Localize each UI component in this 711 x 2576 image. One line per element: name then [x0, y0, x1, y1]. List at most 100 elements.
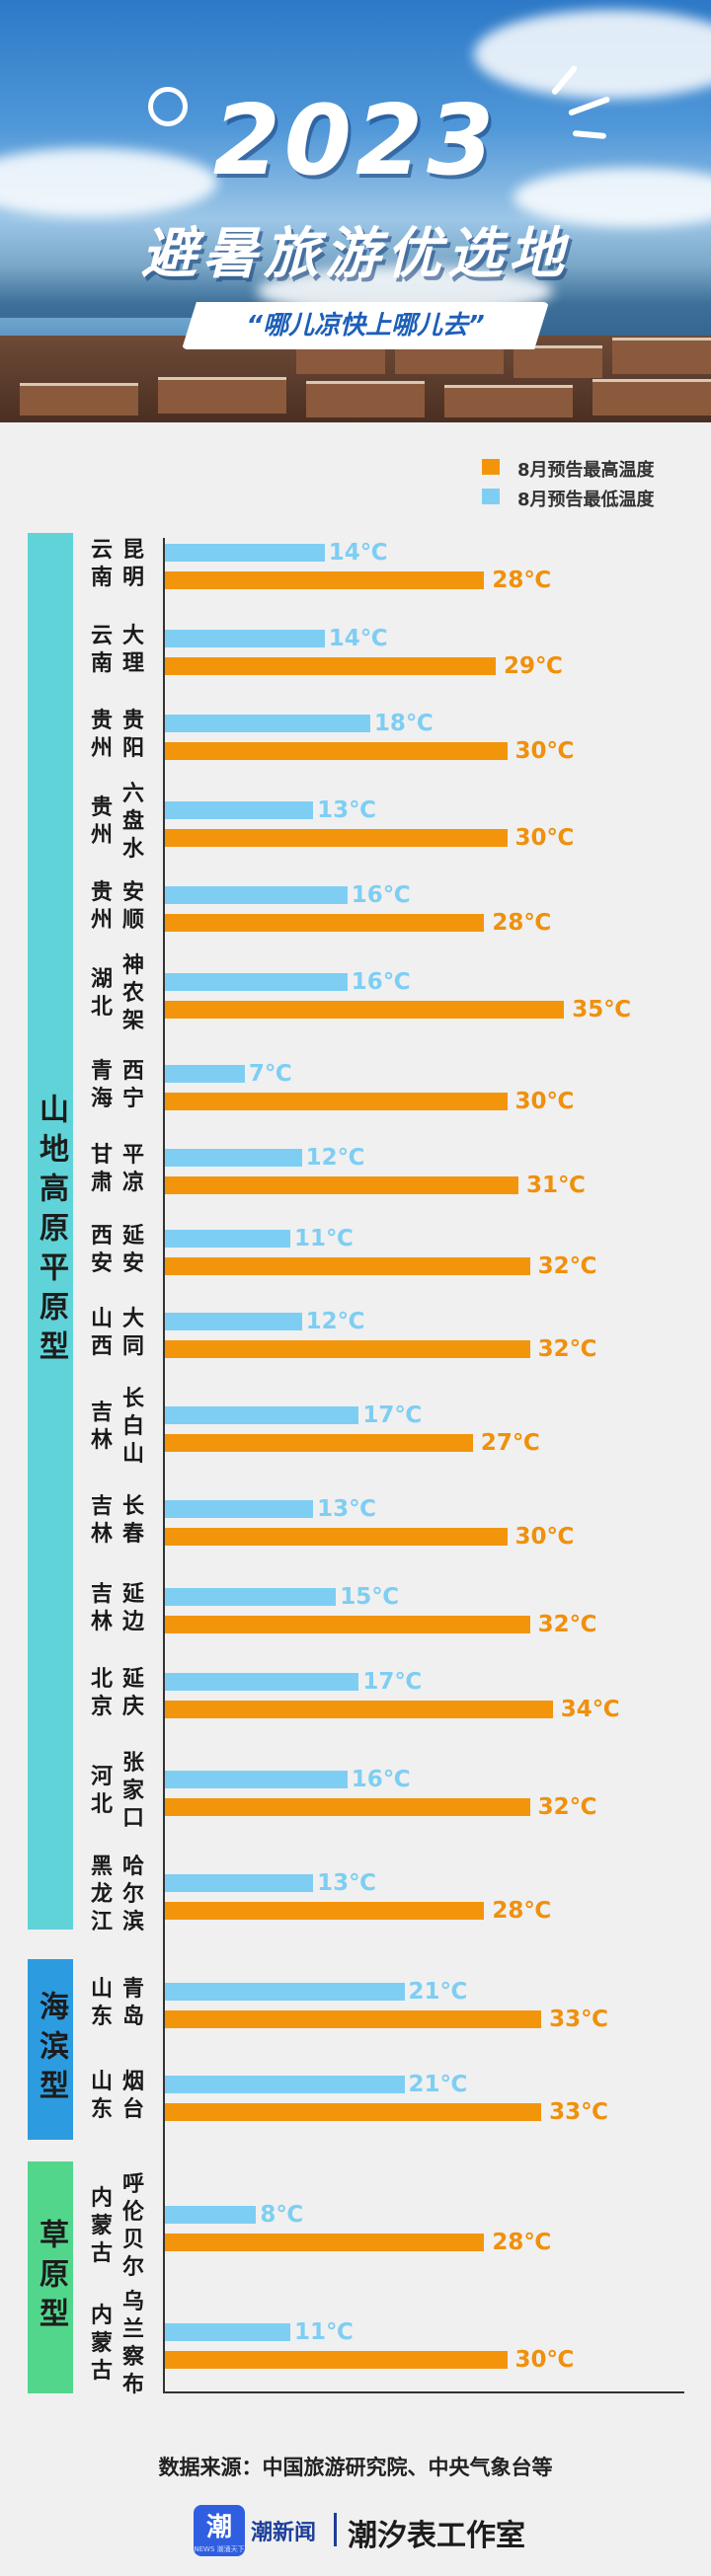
value-high-temp: 29℃: [503, 653, 563, 679]
value-low-temp: 12℃: [305, 1145, 365, 1171]
bar-high-temp: [165, 829, 508, 847]
value-low-temp: 14℃: [328, 540, 388, 566]
province-label: 山东: [90, 1977, 113, 2029]
province-label: 贵州: [90, 880, 113, 933]
value-high-temp: 33℃: [549, 2099, 608, 2125]
bar-high-temp: [165, 914, 485, 932]
bar-low-temp: [165, 1771, 348, 1788]
bar-high-temp: [165, 1434, 473, 1452]
bar-low-temp: [165, 1406, 359, 1424]
city-label: 延边: [121, 1582, 144, 1634]
province-label: 河北: [90, 1765, 113, 1817]
town-rooftops: [0, 336, 711, 422]
value-high-temp: 31℃: [526, 1173, 586, 1198]
province-label: 黑龙江: [90, 1855, 113, 1934]
bar-high-temp: [165, 2103, 542, 2121]
province-label: 北京: [90, 1667, 113, 1719]
value-high-temp: 32℃: [537, 1612, 597, 1637]
header-banner: 2023 避暑旅游优选地 “哪儿凉快上哪儿去”: [0, 0, 711, 422]
province-label: 甘肃: [90, 1143, 113, 1195]
bar-low-temp: [165, 544, 325, 562]
banner-headline: 避暑旅游优选地: [141, 222, 570, 286]
province-label: 吉林: [90, 1494, 113, 1547]
value-high-temp: 30℃: [514, 825, 575, 851]
bar-low-temp: [165, 1874, 314, 1892]
value-low-temp: 11℃: [294, 2319, 354, 2345]
cloud-shape: [0, 148, 217, 217]
province-label: 西安: [90, 1224, 113, 1276]
bar-high-temp: [165, 1257, 530, 1275]
category-name: 草原型: [34, 2218, 68, 2337]
bar-low-temp: [165, 1065, 245, 1083]
bar-high-temp: [165, 742, 508, 760]
city-label: 大理: [121, 624, 144, 676]
bar-low-temp: [165, 1500, 314, 1518]
bar-high-temp: [165, 1176, 519, 1194]
circle-decoration-icon: [148, 87, 188, 126]
city-label: 贵阳: [121, 709, 144, 761]
legend-label-low: 8月预告最低温度: [517, 490, 655, 510]
bar-high-temp: [165, 2234, 485, 2251]
legend-swatch-high: [482, 459, 500, 475]
value-high-temp: 28℃: [492, 568, 552, 593]
province-label: 青海: [90, 1059, 113, 1111]
value-high-temp: 30℃: [514, 2347, 575, 2373]
city-label: 昆明: [121, 538, 144, 590]
bar-high-temp: [165, 1340, 530, 1358]
legend-label-high: 8月预告最高温度: [517, 460, 655, 481]
chaoxinwen-logo-icon: 潮: [194, 2505, 245, 2556]
province-label: 吉林: [90, 1582, 113, 1634]
value-low-temp: 12℃: [305, 1309, 365, 1334]
value-high-temp: 28℃: [492, 1898, 552, 1924]
city-label: 长白山: [121, 1387, 144, 1467]
bar-low-temp: [165, 630, 325, 647]
brand-divider: [334, 2513, 337, 2546]
value-high-temp: 32℃: [537, 1794, 597, 1820]
city-label: 大同: [121, 1307, 144, 1359]
cloud-shape: [514, 168, 711, 227]
value-low-temp: 15℃: [340, 1584, 400, 1610]
category-label-2: 海滨型: [28, 1959, 73, 2140]
value-low-temp: 7℃: [248, 1061, 292, 1087]
cloud-shape: [474, 10, 711, 99]
chart-baseline: [163, 2391, 684, 2393]
category-name: 海滨型: [34, 1990, 68, 2109]
province-label: 内蒙古: [90, 2304, 113, 2384]
bar-low-temp: [165, 715, 370, 732]
province-label: 贵州: [90, 796, 113, 848]
value-high-temp: 32℃: [537, 1253, 597, 1279]
bar-high-temp: [165, 2351, 508, 2369]
value-low-temp: 13℃: [317, 797, 376, 823]
province-label: 吉林: [90, 1401, 113, 1453]
value-low-temp: 13℃: [317, 1496, 376, 1522]
value-high-temp: 32℃: [537, 1336, 597, 1362]
province-label: 山东: [90, 2070, 113, 2122]
value-high-temp: 30℃: [514, 1089, 575, 1114]
city-label: 长春: [121, 1494, 144, 1547]
bar-low-temp: [165, 1313, 302, 1330]
category-name: 山地高原平原型: [34, 1093, 68, 1370]
bar-low-temp: [165, 1588, 337, 1606]
bar-low-temp: [165, 2323, 291, 2341]
value-low-temp: 16℃: [351, 882, 411, 908]
city-label: 六盘水: [121, 782, 144, 862]
bar-high-temp: [165, 1001, 565, 1019]
data-source-note: 数据来源：中国旅游研究院、中央气象台等: [158, 2456, 553, 2479]
value-high-temp: 28℃: [492, 910, 552, 936]
province-label: 内蒙古: [90, 2186, 113, 2266]
value-low-temp: 13℃: [317, 1870, 376, 1896]
chart-axis-line: [163, 538, 165, 2393]
bar-high-temp: [165, 1616, 530, 1633]
value-low-temp: 11℃: [294, 1226, 354, 1251]
category-label-3: 草原型: [28, 2161, 73, 2393]
value-high-temp: 27℃: [480, 1430, 540, 1456]
bar-high-temp: [165, 1701, 553, 1718]
bar-high-temp: [165, 1093, 508, 1110]
value-low-temp: 17℃: [362, 1669, 423, 1695]
bar-high-temp: [165, 657, 496, 675]
bar-high-temp: [165, 1902, 485, 1920]
bar-low-temp: [165, 1983, 405, 2001]
bar-high-temp: [165, 571, 485, 589]
studio-name: 潮汐表工作室: [348, 2519, 525, 2553]
city-label: 西宁: [121, 1059, 144, 1111]
